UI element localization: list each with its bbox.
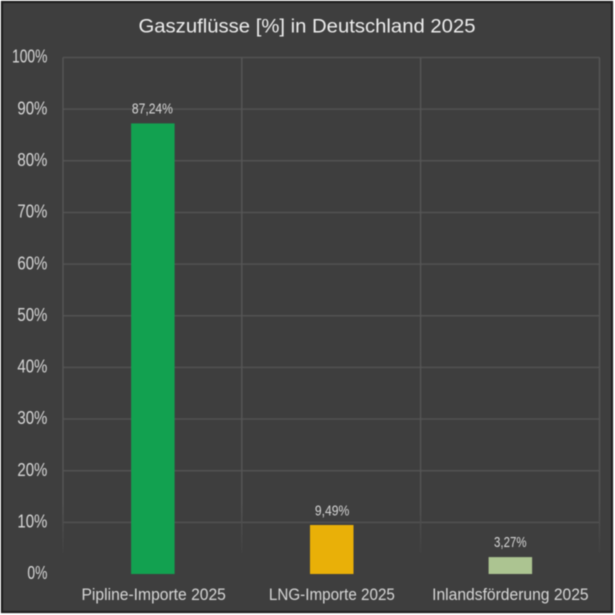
svg-text:9,49%: 9,49% bbox=[315, 502, 350, 519]
svg-text:0%: 0% bbox=[27, 563, 47, 583]
svg-text:30%: 30% bbox=[17, 408, 47, 428]
svg-text:3,27%: 3,27% bbox=[494, 534, 527, 551]
svg-text:40%: 40% bbox=[17, 357, 47, 377]
svg-text:LNG-Importe 2025: LNG-Importe 2025 bbox=[269, 586, 395, 604]
svg-text:10%: 10% bbox=[17, 512, 47, 532]
svg-text:Inlandsförderung 2025: Inlandsförderung 2025 bbox=[432, 586, 589, 604]
svg-text:50%: 50% bbox=[17, 305, 47, 325]
svg-text:100%: 100% bbox=[12, 47, 47, 67]
svg-text:70%: 70% bbox=[17, 202, 47, 222]
svg-text:20%: 20% bbox=[17, 460, 47, 480]
svg-text:60%: 60% bbox=[17, 253, 47, 273]
svg-text:80%: 80% bbox=[17, 150, 47, 170]
svg-text:Gaszuflüsse [%] in Deutschland: Gaszuflüsse [%] in Deutschland 2025 bbox=[139, 16, 476, 37]
svg-text:87,24%: 87,24% bbox=[132, 100, 173, 117]
svg-text:Pipline-Importe 2025: Pipline-Importe 2025 bbox=[82, 586, 226, 604]
svg-text:90%: 90% bbox=[17, 98, 47, 118]
